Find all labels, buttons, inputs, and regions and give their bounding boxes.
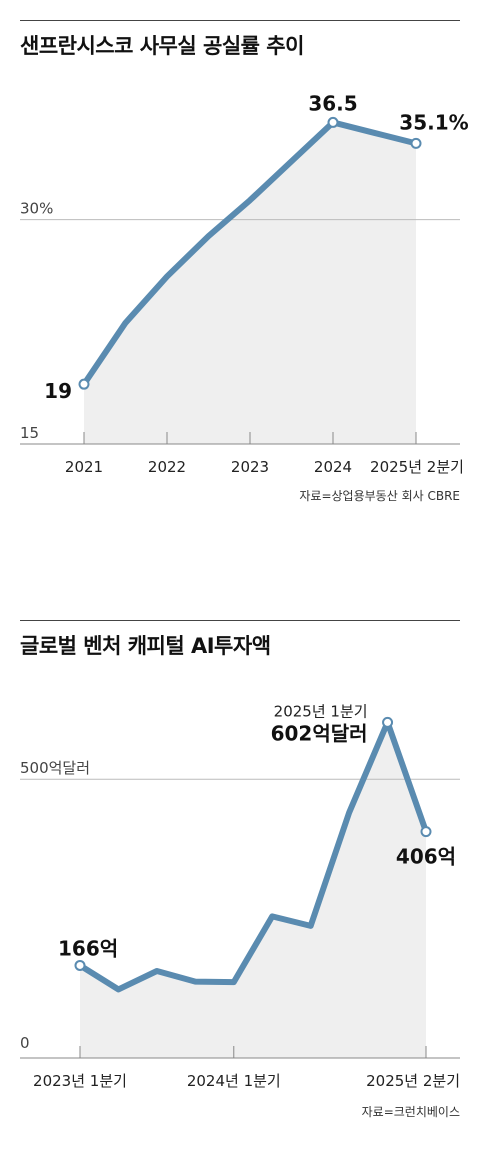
- data-point: [78, 378, 90, 390]
- source-note: 자료=크런치베이스: [361, 1105, 460, 1119]
- data-point: [410, 137, 422, 149]
- series-line: [77, 719, 429, 993]
- y-tick-label: 15: [20, 424, 39, 442]
- data-label: 19: [44, 379, 72, 403]
- data-label: 602억달러: [271, 721, 368, 745]
- vacancy-chart: 30% 15 2021 2022 2023 2024 2025년 2분기 19 36.5 35.1…: [20, 91, 469, 476]
- data-label: 406억: [396, 845, 456, 869]
- x-tick-label: 2024년 1분기: [187, 1072, 281, 1090]
- data-point: [74, 959, 86, 971]
- x-tick-label: 2023: [231, 458, 269, 476]
- x-tick-label: 2024: [314, 458, 352, 476]
- y-tick-label: 500억달러: [20, 759, 90, 777]
- area-fill: [80, 722, 426, 1058]
- data-label: 35.1%: [399, 110, 468, 134]
- x-tick-label: 2023년 1분기: [33, 1072, 127, 1090]
- data-point: [382, 716, 394, 728]
- top-rule: [20, 620, 460, 621]
- series-line: [81, 119, 419, 388]
- chart-title: 글로벌 벤처 캐피털 AI투자액: [20, 634, 271, 658]
- source-note: 자료=상업용부동산 회사 CBRE: [299, 489, 460, 503]
- x-tick-label: 2022: [148, 458, 186, 476]
- x-tick-label: 2021: [65, 458, 103, 476]
- area-fill: [84, 122, 416, 444]
- chart-title: 샌프란시스코 사무실 공실률 추이: [20, 34, 304, 58]
- data-label: 166억: [58, 936, 118, 960]
- data-point: [327, 116, 339, 128]
- data-point: [420, 826, 432, 838]
- y-tick-label: 30%: [20, 200, 53, 218]
- data-sublabel: 2025년 1분기: [274, 702, 368, 720]
- chart-panel-ai-investment: 글로벌 벤처 캐피털 AI투자액 500억달러 0 2023년 1분기 2024년 1…: [0, 600, 480, 1136]
- x-tick-label: 2025년 2분기: [366, 1072, 460, 1090]
- data-label: 36.5: [308, 91, 357, 115]
- top-rule: [20, 20, 460, 21]
- ai-investment-chart: 500억달러 0 2023년 1분기 2024년 1분기 2025년 2분기 166억 60…: [20, 702, 460, 1090]
- chart-panel-vacancy: 샌프란시스코 사무실 공실률 추이 30% 15 2021 2022 2023 2024 2…: [0, 0, 480, 520]
- y-tick-label: 0: [20, 1034, 30, 1052]
- x-tick-label: 2025년 2분기: [370, 458, 464, 476]
